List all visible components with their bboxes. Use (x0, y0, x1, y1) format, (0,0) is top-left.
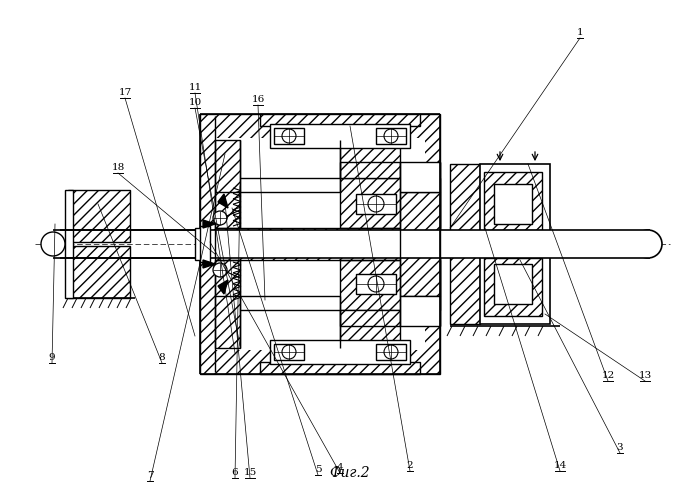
Text: 17: 17 (118, 88, 132, 97)
Bar (400, 162, 440, 192)
Bar (200, 114, 440, 242)
Bar (195, 228, 205, 260)
Text: 10: 10 (188, 98, 202, 107)
Bar (215, 260, 425, 350)
Circle shape (213, 211, 227, 225)
Polygon shape (203, 260, 215, 268)
Bar (450, 164, 480, 324)
Text: 5: 5 (315, 465, 321, 474)
Text: 7: 7 (147, 471, 153, 480)
Bar (450, 230, 650, 258)
Bar (68, 246, 130, 298)
Text: 1: 1 (577, 28, 583, 37)
Polygon shape (218, 194, 228, 208)
Bar (356, 194, 396, 214)
Text: 14: 14 (554, 461, 566, 470)
Circle shape (41, 232, 65, 256)
Text: 6: 6 (232, 468, 238, 477)
Polygon shape (203, 220, 215, 228)
Bar (260, 114, 420, 126)
Bar (400, 296, 440, 326)
Bar (260, 362, 420, 374)
Bar (376, 128, 406, 144)
Bar (340, 310, 400, 348)
Text: 8: 8 (159, 353, 165, 362)
Bar (484, 172, 542, 230)
Bar (215, 260, 240, 348)
Text: 9: 9 (49, 353, 55, 362)
Bar (200, 246, 440, 374)
Circle shape (634, 230, 662, 258)
Bar (400, 246, 440, 296)
Text: 11: 11 (188, 83, 202, 92)
Text: 2: 2 (407, 461, 413, 470)
Bar (484, 258, 542, 316)
Bar (340, 178, 440, 228)
Bar (215, 140, 240, 228)
Bar (274, 344, 304, 360)
Polygon shape (218, 280, 228, 294)
Bar (215, 138, 425, 228)
Bar (376, 344, 406, 360)
Bar (356, 274, 396, 294)
Text: 13: 13 (638, 371, 652, 380)
Bar (200, 230, 450, 258)
Text: 3: 3 (617, 443, 623, 452)
Bar (65, 190, 73, 298)
Bar (274, 128, 304, 144)
Text: 18: 18 (111, 163, 125, 172)
Text: 15: 15 (244, 468, 257, 477)
Bar (494, 264, 532, 304)
Bar (340, 140, 400, 178)
Bar (340, 260, 440, 310)
Circle shape (213, 263, 227, 277)
Text: Фиг.2: Фиг.2 (330, 466, 370, 480)
Text: 12: 12 (601, 371, 615, 380)
Bar (68, 190, 130, 242)
Bar (270, 340, 410, 364)
Text: 16: 16 (251, 95, 265, 104)
Bar (270, 124, 410, 148)
Bar (200, 226, 210, 262)
Text: 4: 4 (337, 463, 343, 472)
Bar (480, 164, 550, 324)
Bar (494, 184, 532, 224)
Bar (400, 192, 440, 242)
